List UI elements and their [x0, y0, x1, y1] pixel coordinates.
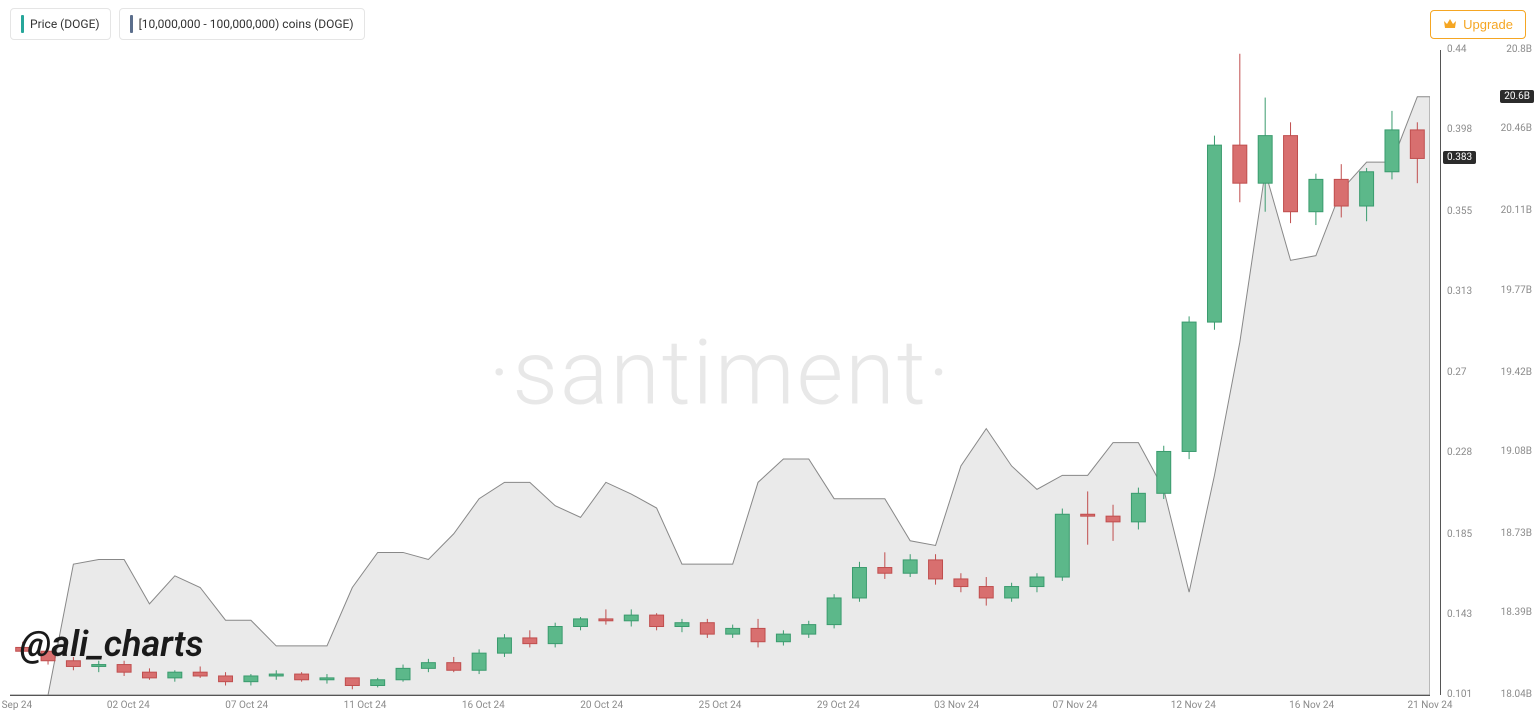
x-tick-label: 11 Oct 24	[344, 700, 387, 711]
series-label-supply: [10,000,000 - 100,000,000) coins (DOGE)	[139, 17, 354, 31]
x-tick-label: 07 Nov 24	[1052, 700, 1097, 711]
x-tick-label: 16 Nov 24	[1289, 700, 1334, 711]
y-axis-right: 0.1010.1430.1850.2280.270.3130.3550.3980…	[1440, 50, 1536, 695]
y-tick-price: 0.313	[1447, 286, 1472, 297]
y-tick-supply: 20.46B	[1501, 123, 1532, 134]
x-tick-label: 29 Oct 24	[817, 700, 860, 711]
crown-icon	[1443, 18, 1457, 30]
price-current-marker: 0.383	[1443, 151, 1476, 164]
y-tick-supply: 18.39B	[1501, 607, 1532, 618]
x-axis-bottom: 28 Sep 2402 Oct 2407 Oct 2411 Oct 2416 O…	[10, 695, 1430, 717]
y-tick-price: 0.228	[1447, 447, 1472, 458]
upgrade-label: Upgrade	[1463, 17, 1513, 32]
x-tick-label: 20 Oct 24	[580, 700, 623, 711]
plot-svg	[10, 50, 1430, 695]
y-tick-supply: 19.42B	[1501, 367, 1532, 378]
attribution-text: @ali_charts	[20, 623, 203, 665]
series-tag-supply[interactable]: [10,000,000 - 100,000,000) coins (DOGE)	[119, 8, 365, 40]
y-tick-supply: 19.77B	[1501, 285, 1532, 296]
supply-current-marker: 20.6B	[1500, 90, 1534, 103]
series-color-bar	[21, 15, 24, 33]
upgrade-button[interactable]: Upgrade	[1430, 10, 1526, 39]
x-tick-label: 12 Nov 24	[1171, 700, 1216, 711]
x-tick-label: 28 Sep 24	[0, 700, 32, 711]
y-tick-price: 0.185	[1447, 529, 1472, 540]
y-tick-price: 0.27	[1447, 367, 1467, 378]
x-tick-label: 16 Oct 24	[462, 700, 505, 711]
y-tick-supply: 20.8B	[1506, 44, 1532, 55]
x-tick-label: 25 Oct 24	[699, 700, 742, 711]
y-tick-supply: 20.11B	[1501, 205, 1532, 216]
series-tag-price[interactable]: Price (DOGE)	[10, 8, 111, 40]
y-tick-supply: 18.04B	[1501, 689, 1532, 700]
y-tick-price: 0.398	[1447, 124, 1472, 135]
chart-header: Price (DOGE) [10,000,000 - 100,000,000) …	[10, 8, 1526, 40]
y-tick-supply: 18.73B	[1501, 528, 1532, 539]
y-tick-supply: 19.08B	[1501, 446, 1532, 457]
y-tick-price: 0.44	[1447, 44, 1467, 55]
x-tick-label: 02 Oct 24	[107, 700, 150, 711]
series-label-price: Price (DOGE)	[30, 17, 100, 31]
y-tick-price: 0.143	[1447, 609, 1472, 620]
x-tick-label: 07 Oct 24	[225, 700, 268, 711]
x-tick-label: 21 Nov 24	[1407, 700, 1452, 711]
y-tick-price: 0.101	[1447, 689, 1472, 700]
y-tick-price: 0.355	[1447, 206, 1472, 217]
chart-plot-area[interactable]: ·santiment· @ali_charts	[10, 50, 1430, 695]
series-color-bar	[130, 15, 133, 33]
x-tick-label: 03 Nov 24	[934, 700, 979, 711]
